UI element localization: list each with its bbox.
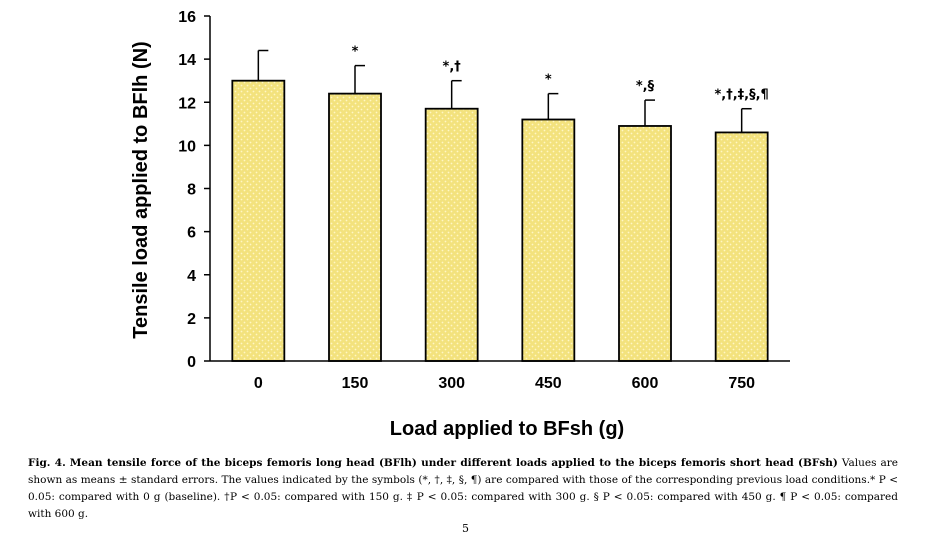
bar-750: [714, 131, 769, 362]
caption-label: Fig. 4.: [28, 457, 66, 469]
y-tick-label-8: 8: [187, 182, 196, 199]
x-tick-label-750: 750: [728, 375, 755, 392]
significance-label-750: *,†,‡,§,¶: [715, 88, 769, 103]
y-tick-label-16: 16: [178, 9, 196, 26]
y-tick-label-0: 0: [187, 354, 196, 371]
bar-150: [328, 92, 382, 362]
significance-label-600: *,§: [636, 79, 655, 94]
significance-label-450: *: [545, 73, 552, 88]
x-tick-label-600: 600: [632, 375, 659, 392]
y-tick-label-6: 6: [187, 225, 196, 242]
y-tick-label-10: 10: [178, 138, 196, 155]
y-tick-label-12: 12: [178, 95, 196, 112]
x-axis-label: Load applied to BFsh (g): [390, 418, 624, 440]
x-tick-label-150: 150: [342, 375, 369, 392]
bar-0: [231, 79, 286, 362]
significance-label-150: *: [352, 45, 359, 60]
caption-text: Values are shown as means ± standard err…: [28, 457, 899, 520]
x-tick-label-300: 300: [438, 375, 465, 392]
y-tick-label-2: 2: [187, 311, 196, 328]
bar-chart: * *,† * *,§ *,†,‡,§,¶ 0 2 4 6 8 10 12 14 16 0 150 300 4…: [130, 9, 790, 440]
y-tick-label-4: 4: [187, 268, 196, 285]
bar-450: [521, 118, 576, 362]
significance-label-300: *,†: [443, 60, 462, 75]
bar-600: [618, 125, 672, 362]
y-tick-label-14: 14: [178, 52, 196, 69]
x-tick-label-0: 0: [254, 375, 263, 392]
page-number: 5: [462, 522, 469, 535]
caption-title: Mean tensile force of the biceps femoris…: [69, 457, 838, 469]
bar-300: [424, 107, 479, 362]
y-axis-label: Tensile load applied to BFlh (N): [130, 41, 152, 338]
x-tick-label-450: 450: [535, 375, 562, 392]
figure-caption: Fig. 4. Mean tensile force of the biceps…: [28, 455, 898, 523]
